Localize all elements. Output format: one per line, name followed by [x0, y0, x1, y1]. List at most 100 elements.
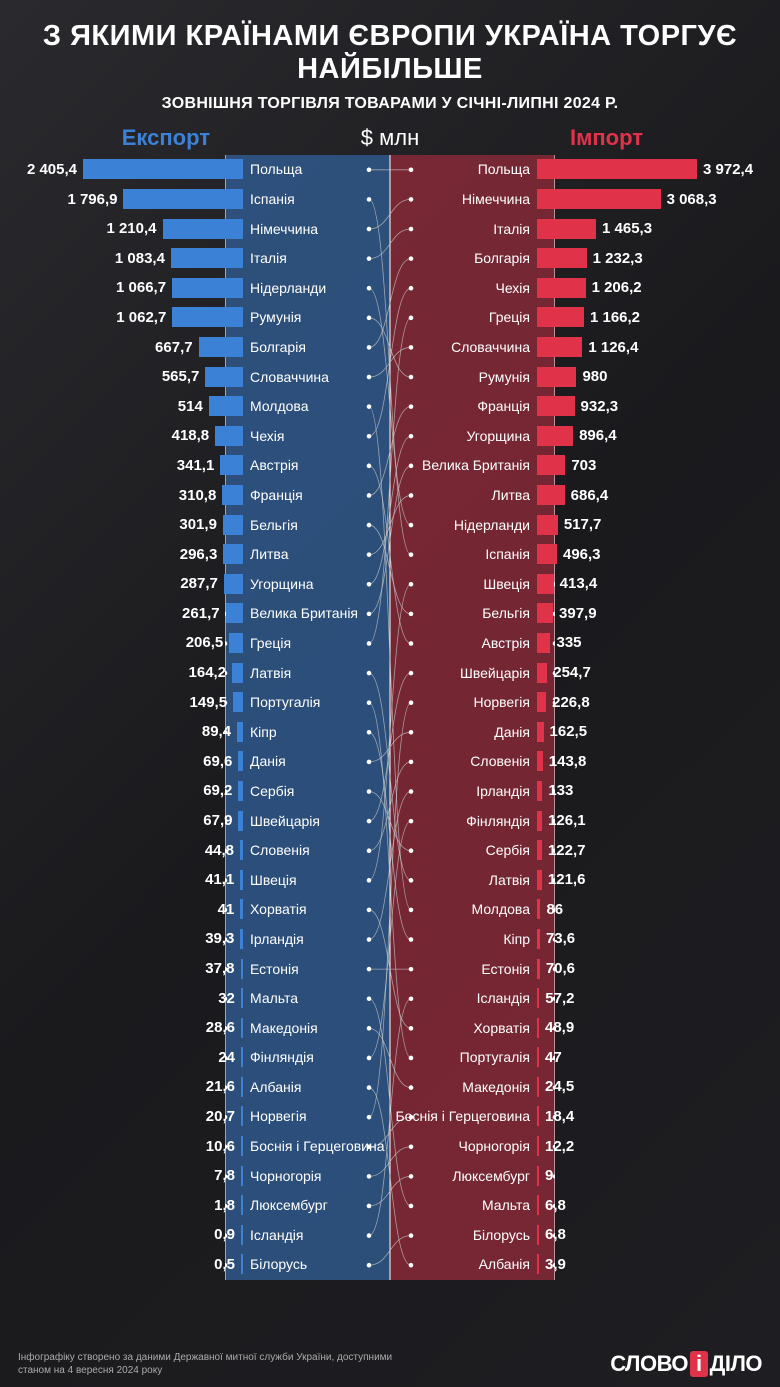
- import-value: 70,6: [546, 960, 575, 977]
- export-country-label: Франція: [250, 487, 303, 503]
- import-value: 73,6: [546, 930, 575, 947]
- import-bar: [537, 1225, 539, 1245]
- export-side: 0,5: [18, 1254, 243, 1274]
- export-side: 1 083,4: [18, 248, 243, 268]
- import-side: 3,9: [537, 1254, 762, 1274]
- import-country-label: Угорщина: [467, 428, 531, 444]
- import-value: 57,2: [545, 990, 574, 1007]
- export-bar: [226, 603, 243, 623]
- export-country-label: Іспанія: [250, 191, 295, 207]
- export-value: 164,2: [189, 664, 227, 681]
- export-bar: [241, 988, 243, 1008]
- import-country-label: Греція: [489, 309, 530, 325]
- export-side: 301,9: [18, 515, 243, 535]
- import-bar: [537, 899, 540, 919]
- import-bar: [537, 811, 542, 831]
- import-side: 121,6: [537, 870, 762, 890]
- import-bar: [537, 515, 558, 535]
- export-side: 1 066,7: [18, 278, 243, 298]
- export-country-label: Італія: [250, 250, 287, 266]
- import-country-label: Данія: [494, 724, 530, 740]
- export-value: 667,7: [155, 339, 193, 356]
- import-bar: [537, 751, 543, 771]
- export-country-label: Латвія: [250, 665, 291, 681]
- import-country-label: Іспанія: [485, 546, 530, 562]
- import-bar: [537, 929, 540, 949]
- import-bar: [537, 278, 586, 298]
- import-country-label: Швеція: [483, 576, 530, 592]
- import-bar: [537, 367, 576, 387]
- export-bar: [238, 811, 243, 831]
- export-country-label: Бельгія: [250, 517, 298, 533]
- export-country-label: Чехія: [250, 428, 285, 444]
- export-value: 1 062,7: [116, 309, 166, 326]
- import-value: 686,4: [571, 487, 609, 504]
- export-country-label: Швейцарія: [250, 813, 320, 829]
- import-country-label: Португалія: [460, 1049, 530, 1065]
- export-value: 514: [178, 398, 203, 415]
- export-side: 261,7: [18, 603, 243, 623]
- subtitle: ЗОВНІШНЯ ТОРГІВЛЯ ТОВАРАМИ У СІЧНІ-ЛИПНІ…: [18, 95, 762, 113]
- export-country-label: Греція: [250, 635, 291, 651]
- export-value: 69,2: [203, 782, 232, 799]
- import-country-label: Словаччина: [451, 339, 530, 355]
- import-value: 12,2: [545, 1138, 574, 1155]
- footer-source-text: Інфографіку створено за даними Державної…: [18, 1351, 418, 1377]
- import-value: 133: [548, 782, 573, 799]
- export-value: 7,8: [214, 1167, 235, 1184]
- footer: Інфографіку створено за даними Державної…: [18, 1351, 762, 1377]
- export-country-label: Молдова: [250, 398, 309, 414]
- import-bar: [537, 574, 554, 594]
- footer-logo: СЛОВОіДІЛО: [610, 1351, 762, 1377]
- export-side: 69,6: [18, 751, 243, 771]
- import-value: 496,3: [563, 546, 601, 563]
- import-side: 1 166,2: [537, 307, 762, 327]
- import-country-label: Болгарія: [474, 250, 530, 266]
- export-country-label: Кіпр: [250, 724, 277, 740]
- import-country-label: Білорусь: [473, 1227, 530, 1243]
- import-side: 73,6: [537, 929, 762, 949]
- import-country-label: Словенія: [470, 753, 530, 769]
- export-side: 1 796,9: [18, 189, 243, 209]
- export-country-label: Ісландія: [250, 1227, 303, 1243]
- export-side: 310,8: [18, 485, 243, 505]
- export-country-label: Ірландія: [250, 931, 304, 947]
- export-side: 32: [18, 988, 243, 1008]
- import-country-label: Кіпр: [503, 931, 530, 947]
- export-header: Експорт: [20, 125, 250, 151]
- export-value: 69,6: [203, 753, 232, 770]
- export-value: 565,7: [162, 368, 200, 385]
- export-country-label: Болгарія: [250, 339, 306, 355]
- import-side: 3 972,4: [537, 159, 762, 179]
- import-country-label: Австрія: [481, 635, 530, 651]
- import-value: 6,8: [545, 1197, 566, 1214]
- export-side: 0,9: [18, 1225, 243, 1245]
- import-country-label: Італія: [493, 221, 530, 237]
- export-side: 44,8: [18, 840, 243, 860]
- export-side: 24: [18, 1047, 243, 1067]
- export-country-label: Австрія: [250, 457, 299, 473]
- import-side: 24,5: [537, 1077, 762, 1097]
- export-bar: [223, 544, 243, 564]
- export-bar: [172, 307, 243, 327]
- import-bar: [537, 396, 575, 416]
- export-value: 301,9: [179, 516, 217, 533]
- import-value: 121,6: [548, 871, 586, 888]
- import-country-label: Латвія: [489, 872, 530, 888]
- import-side: 896,4: [537, 426, 762, 446]
- export-value: 39,3: [205, 930, 234, 947]
- import-country-label: Люксембург: [452, 1168, 530, 1184]
- import-value: 413,4: [560, 575, 598, 592]
- export-bar: [241, 1254, 243, 1274]
- export-bar: [172, 278, 243, 298]
- import-country-label: Норвегія: [473, 694, 530, 710]
- export-country-label: Сербія: [250, 783, 294, 799]
- export-value: 89,4: [202, 723, 231, 740]
- import-value: 47: [545, 1049, 562, 1066]
- export-bar: [240, 840, 243, 860]
- export-value: 1 796,9: [67, 191, 117, 208]
- export-bar: [240, 870, 243, 890]
- export-side: 341,1: [18, 455, 243, 475]
- export-bar: [241, 1077, 243, 1097]
- export-value: 20,7: [206, 1108, 235, 1125]
